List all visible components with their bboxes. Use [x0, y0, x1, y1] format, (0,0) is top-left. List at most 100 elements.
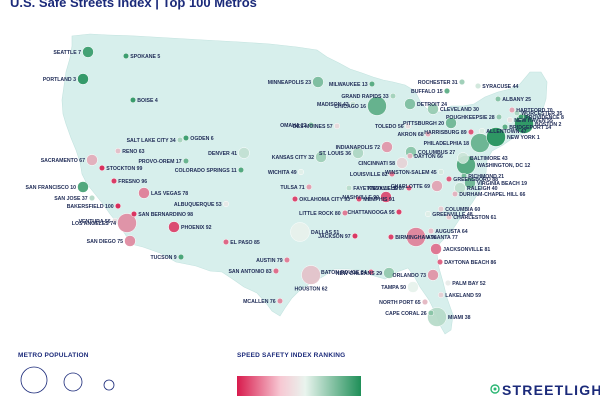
city-label-daytona-beach: DAYTONA BEACH 86 — [444, 260, 496, 266]
city-marker-rochester — [458, 78, 466, 86]
city-label-indianapolis: INDIANAPOLIS 72 — [336, 145, 381, 151]
city-rank-greenville: 48 — [467, 212, 473, 218]
city-rank-cape-coral: 26 — [421, 311, 427, 317]
city-label-cape-coral: CAPE CORAL 26 — [385, 311, 427, 317]
city-marker-nashville — [380, 191, 392, 203]
city-rank-buffalo: 15 — [437, 89, 443, 95]
city-rank-reno: 63 — [139, 149, 145, 155]
city-marker-detroit — [404, 98, 416, 110]
city-label-cleveland: CLEVELAND 30 — [440, 107, 479, 113]
map-title: U.S. Safe Streets Index | Top 100 Metros — [10, 0, 257, 10]
city-label-dallas: DALLAS 51 — [311, 230, 339, 236]
city-rank-san-bernardino: 98 — [187, 212, 193, 218]
city-rank-houston: 62 — [322, 287, 328, 293]
city-marker-ogden — [182, 134, 190, 142]
city-rank-little-rock: 80 — [335, 211, 341, 217]
city-rank-san-jose: 37 — [82, 196, 88, 202]
city-rank-dayton: 66 — [437, 154, 443, 160]
city-label-jacksonville: JACKSONVILLE 81 — [443, 247, 490, 253]
city-marker-madison — [349, 100, 357, 108]
city-label-greenville: GREENVILLE 48 — [432, 212, 472, 218]
city-label-new-york: NEW YORK 1 — [507, 135, 540, 141]
city-label-durham-chapel-hill: DURHAM-CHAPEL HILL 66 — [459, 192, 525, 198]
city-label-minneapolis: MINNEAPOLIS 23 — [268, 80, 311, 86]
city-marker-cape-coral — [427, 309, 435, 317]
city-rank-detroit: 24 — [441, 102, 447, 108]
city-marker-kansas-city — [315, 151, 327, 163]
city-label-boise: BOISE 4 — [137, 98, 158, 104]
city-label-oklahoma-city: OKLAHOMA CITY 93 — [299, 197, 350, 203]
population-legend-medium-circle — [63, 372, 83, 392]
city-label-bakersfield: BAKERSFIELD 100 — [67, 204, 114, 210]
city-marker-las-vegas — [138, 187, 150, 199]
city-marker-virginia-beach — [464, 177, 476, 189]
city-label-chicago: CHICAGO 16 — [334, 104, 366, 110]
city-rank-jackson: 97 — [345, 234, 351, 240]
city-label-grand-rapids: GRAND RAPIDS 33 — [341, 94, 388, 100]
city-marker-richmond — [460, 172, 468, 180]
city-rank-north-port: 65 — [415, 300, 421, 306]
city-label-albany: ALBANY 25 — [502, 97, 531, 103]
city-marker-baton-rouge — [367, 268, 375, 276]
city-label-atlanta: ATLANTA 77 — [427, 235, 458, 241]
city-marker-tulsa — [305, 183, 313, 191]
city-rank-nashville: 90 — [373, 195, 379, 201]
city-label-richmond: RICHMOND 21 — [468, 174, 504, 180]
city-label-tulsa: TULSA 71 — [280, 185, 304, 191]
city-rank-raleigh: 40 — [492, 186, 498, 192]
city-rank-el-paso: 85 — [254, 240, 260, 246]
city-marker-dayton — [406, 152, 414, 160]
city-rank-allentown: 47 — [521, 129, 527, 135]
city-marker-columbia — [437, 205, 445, 213]
city-marker-new-york — [486, 127, 506, 147]
city-rank-san-diego: 75 — [117, 239, 123, 245]
city-marker-providence — [517, 113, 525, 121]
city-label-tampa: TAMPA 50 — [381, 285, 406, 291]
ranking-gradient-bar — [237, 376, 361, 396]
population-legend — [20, 366, 115, 394]
city-marker-houston — [301, 265, 321, 285]
city-rank-lakeland: 59 — [475, 293, 481, 299]
brand-logo: STREETLIGHT — [502, 382, 600, 398]
city-label-columbus: COLUMBUS 27 — [418, 150, 455, 156]
city-label-san-francisco: SAN FRANCISCO 10 — [26, 185, 77, 191]
city-rank-greensboro: 88 — [492, 177, 498, 183]
city-label-north-port: NORTH PORT 65 — [379, 300, 421, 306]
city-rank-new-york: 1 — [537, 135, 540, 141]
city-label-des-moines: DES MOINES 57 — [293, 124, 333, 130]
city-label-buffalo: BUFFALO 15 — [411, 89, 443, 95]
city-marker-buffalo — [443, 87, 451, 95]
city-rank-boise: 4 — [155, 98, 158, 104]
city-label-fayetteville: FAYETTEVILLE 39 — [353, 186, 398, 192]
city-rank-worcester: 35 — [556, 111, 562, 117]
city-rank-portland: 3 — [73, 77, 76, 83]
city-rank-milwaukee: 13 — [362, 82, 368, 88]
city-rank-indianapolis: 72 — [374, 145, 380, 151]
city-marker-sacramento — [86, 154, 98, 166]
city-rank-provo-orem: 17 — [176, 159, 182, 165]
city-label-jackson: JACKSON 97 — [318, 234, 351, 240]
city-markers: SEATTLE 7 SPOKANE 5 PORTLAND 3 BOISE 4 SALT … — [26, 46, 564, 327]
city-rank-des-moines: 57 — [327, 124, 333, 130]
city-label-denver: DENVER 41 — [208, 151, 237, 157]
city-marker-el-paso — [222, 238, 230, 246]
city-rank-providence: 8 — [561, 115, 564, 121]
city-marker-knoxville — [405, 184, 413, 192]
city-marker-tucson — [177, 253, 185, 261]
city-rank-winston-salem: 45 — [431, 170, 437, 176]
city-rank-durham-chapel-hill: 66 — [520, 192, 526, 198]
city-marker-reno — [114, 147, 122, 155]
city-rank-ogden: 6 — [211, 136, 214, 142]
city-marker-memphis — [355, 195, 363, 203]
city-rank-denver: 41 — [231, 151, 237, 157]
city-label-phoenix: PHOENIX 92 — [181, 225, 212, 231]
city-rank-fresno: 96 — [141, 179, 147, 185]
city-marker-syracuse — [474, 82, 482, 90]
city-label-provo-orem: PROVO-OREM 17 — [138, 159, 181, 165]
city-marker-greensboro — [445, 175, 453, 183]
ranking-legend-title: SPEED SAFETY INDEX RANKING — [237, 352, 346, 359]
city-rank-tucson: 9 — [174, 255, 177, 261]
city-rank-albuquerque: 53 — [216, 202, 222, 208]
city-rank-tampa: 50 — [400, 285, 406, 291]
city-rank-salt-lake-city: 34 — [170, 138, 176, 144]
